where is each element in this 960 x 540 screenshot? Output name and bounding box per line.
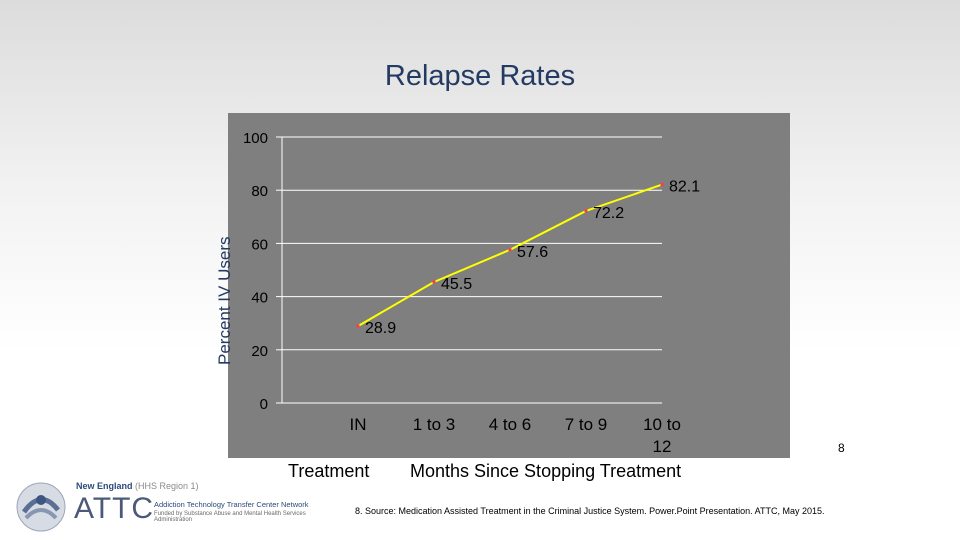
y-tick-label: 0	[260, 396, 268, 413]
slide-title: Relapse Rates	[384, 60, 576, 92]
data-point-marker	[584, 209, 588, 213]
x-tick-label: 10 to	[643, 415, 681, 434]
attc-logo: New England (HHS Region 1) ATTC Addictio…	[8, 478, 338, 536]
x-tick-label-continued: 12	[653, 437, 672, 456]
x-tick-label: 1 to 3	[413, 415, 456, 434]
y-tick-label: 40	[251, 290, 268, 307]
logo-region-name: New England	[76, 481, 133, 491]
logo-network-name: Addiction Technology Transfer Center Net…	[154, 500, 309, 509]
y-axis-label: Percent IV Users	[215, 236, 234, 366]
data-point-marker	[508, 248, 512, 252]
logo-region-suffix: (HHS Region 1)	[135, 481, 199, 491]
y-tick-label: 80	[251, 183, 268, 200]
x-tick-label: 7 to 9	[565, 415, 608, 434]
data-label: 57.6	[517, 244, 548, 261]
data-label: 45.5	[441, 276, 472, 293]
y-tick-label: 60	[251, 236, 268, 253]
data-point-marker	[432, 280, 436, 284]
data-label: 28.9	[365, 320, 396, 337]
data-point-marker	[660, 183, 664, 187]
data-point-marker	[356, 324, 360, 328]
attc-emblem-icon	[16, 482, 66, 532]
y-tick-label: 20	[251, 343, 268, 360]
data-label: 82.1	[669, 179, 700, 196]
footnote-number: 8	[838, 441, 845, 455]
x-tick-label: IN	[350, 415, 367, 434]
y-tick-label: 100	[243, 130, 268, 147]
chart-plot-background	[228, 113, 790, 458]
y-axis-label-container: Percent IV Users	[203, 213, 253, 366]
x-axis-label-months: Months Since Stopping Treatment	[410, 461, 682, 481]
logo-region: New England (HHS Region 1)	[76, 481, 199, 491]
logo-acronym: ATTC	[74, 492, 155, 525]
data-label: 72.2	[593, 205, 624, 222]
logo-funded-by: Funded by Substance Abuse and Mental Hea…	[154, 511, 306, 523]
x-tick-label: 4 to 6	[489, 415, 532, 434]
x-axis-label-treatment: Treatment	[288, 461, 370, 481]
source-citation: 8. Source: Medication Assisted Treatment…	[355, 506, 825, 516]
